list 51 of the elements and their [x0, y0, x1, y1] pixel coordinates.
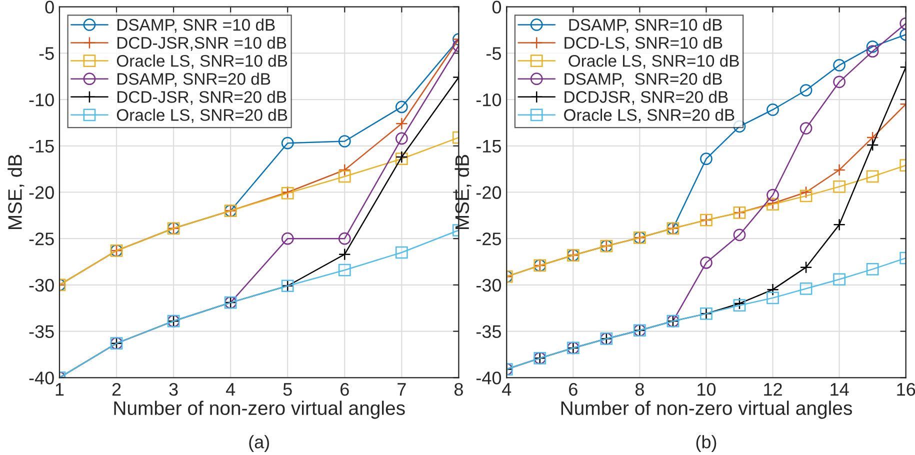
y-tick-label: -10 — [29, 93, 54, 106]
x-axis-title: Number of non-zero virtual angles — [561, 400, 852, 419]
legend-label: Oracle LS, SNR=10 dB — [116, 54, 288, 69]
legend-label: Oracle LS, SNR=20 dB — [564, 108, 734, 123]
y-tick-label: -40 — [29, 372, 54, 384]
legend-label: DSAMP, SNR=20 dB — [564, 72, 722, 87]
x-tick-label: 1 — [56, 383, 64, 396]
y-tick-label: -25 — [476, 232, 501, 246]
legend-label: DSAMP, SNR =10 dB — [118, 18, 275, 33]
text: (b) — [696, 435, 716, 452]
y-tick-label: -10 — [476, 93, 502, 106]
legend-label: Oracle LS, SNR=20 dB — [116, 108, 288, 123]
x-tick-label: 12 — [764, 382, 782, 396]
y-axis-title: MSE, dB — [8, 154, 24, 230]
legend-label: Oracle LS, SNR=10 dB — [568, 54, 739, 69]
x-tick-label: 14 — [830, 383, 849, 396]
legend-label: DCD-LS, SNR=10 dB — [564, 36, 722, 51]
y-tick-label: -5 — [486, 47, 501, 60]
y-tick-label: -35 — [476, 325, 501, 338]
y-tick-label: -25 — [29, 232, 54, 246]
legend-label: DSAMP, SNR=20 dB — [118, 72, 270, 87]
y-tick-label: -15 — [29, 140, 54, 153]
x-tick-label: 4 — [226, 383, 236, 396]
x-tick-label: 8 — [635, 382, 644, 396]
x-tick-label: 3 — [169, 382, 178, 396]
x-tick-label: 5 — [283, 383, 292, 396]
x-tick-label: 8 — [454, 382, 463, 396]
x-tick-label: 6 — [340, 382, 349, 396]
x-tick-label: 16 — [897, 382, 915, 396]
text: (a) — [249, 435, 270, 452]
y-tick-label: -30 — [476, 278, 502, 292]
y-tick-label: 0 — [492, 0, 502, 14]
legend-label: DCDJSR, SNR=20 dB — [564, 90, 728, 105]
legend-label: DCD-JSR,SNR =10 dB — [118, 36, 286, 51]
x-tick-label: 2 — [112, 382, 121, 396]
x-tick-label: 10 — [698, 382, 716, 396]
x-tick-label: 4 — [502, 383, 512, 396]
y-tick-label: -15 — [476, 140, 501, 153]
legend-label: DCD-JSR, SNR=20 dB — [118, 90, 286, 105]
y-tick-label: -20 — [29, 186, 54, 199]
y-tick-label: -30 — [29, 278, 54, 292]
y-tick-label: -20 — [476, 186, 502, 199]
y-tick-label: -5 — [39, 47, 54, 60]
y-tick-label: -35 — [29, 325, 54, 338]
x-tick-label: 6 — [569, 382, 578, 396]
x-tick-label: 7 — [398, 383, 406, 396]
x-axis-title: Number of non-zero virtual angles — [114, 400, 405, 419]
y-axis-title: MSE, dB — [454, 154, 472, 230]
legend-label: DSAMP, SNR=10 dB — [569, 18, 722, 33]
y-tick-label: -40 — [476, 372, 502, 384]
y-tick-label: 0 — [45, 0, 54, 14]
